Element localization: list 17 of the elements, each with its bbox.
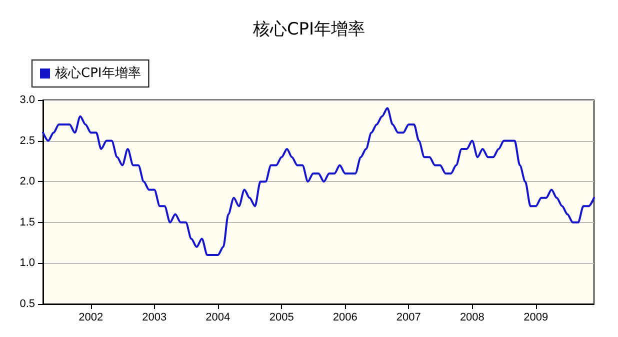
- x-tick-label: 2005: [269, 312, 294, 324]
- legend-label: 核心CPI年增率: [54, 65, 141, 81]
- y-tick-label: 2.5: [20, 134, 35, 147]
- x-tick-label: 2008: [460, 312, 484, 324]
- y-tick-label: 0.5: [20, 298, 35, 310]
- line-series: [42, 107, 595, 256]
- x-tick-label: 2009: [524, 312, 548, 324]
- x-tick-label: 2004: [206, 312, 230, 324]
- y-tick-label: 1.0: [20, 257, 35, 270]
- x-tick-label: 2007: [396, 312, 421, 324]
- x-tick-label: 2006: [332, 312, 358, 324]
- chart-title: 核心CPI年增率: [252, 20, 366, 40]
- y-tick-label: 2.0: [20, 176, 35, 188]
- x-tick-label: 2003: [142, 312, 167, 324]
- y-tick-label: 3.0: [20, 94, 35, 106]
- y-tick-label: 1.5: [20, 216, 35, 228]
- x-tick-label: 2002: [78, 312, 104, 324]
